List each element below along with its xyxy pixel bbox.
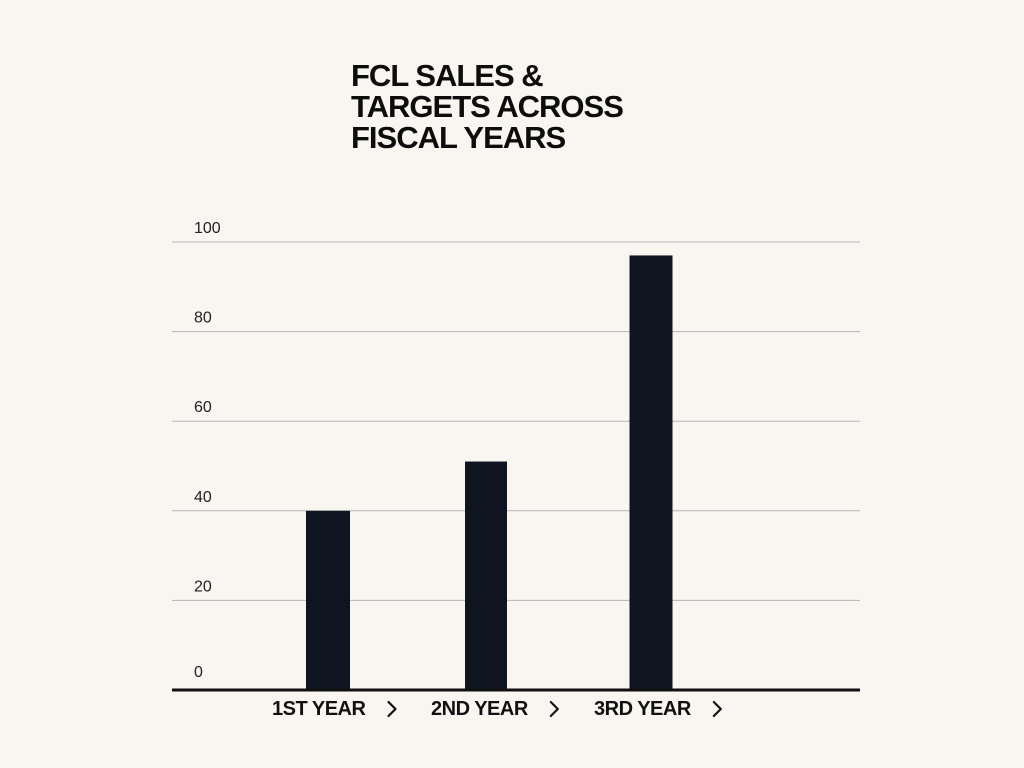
bars <box>306 255 673 690</box>
y-tick-label: 0 <box>194 664 203 681</box>
chart-title-line: FCL SALES & <box>351 58 544 93</box>
bar <box>306 510 350 690</box>
y-tick-labels: 0 20 40 60 80 100 <box>194 220 221 681</box>
y-tick-label: 40 <box>194 489 212 506</box>
chevron-right-icon <box>387 700 397 718</box>
chart-title-line: FISCAL YEARS <box>351 120 566 155</box>
y-tick-label: 80 <box>194 310 212 327</box>
y-tick-label: 20 <box>194 578 212 595</box>
x-tick-label: 1ST YEAR <box>272 698 366 720</box>
y-tick-label: 100 <box>194 220 221 237</box>
chart-title: FCL SALES & TARGETS ACROSS FISCAL YEARS <box>351 60 711 153</box>
chevron-right-icon <box>549 700 559 718</box>
x-tick-label: 3RD YEAR <box>594 698 692 720</box>
gridlines <box>172 241 860 601</box>
chevron-right-icon <box>712 700 722 718</box>
y-tick-label: 60 <box>194 399 212 416</box>
x-tick-labels: 1ST YEAR 2ND YEAR 3RD YEAR <box>272 698 722 720</box>
chart-title-line: TARGETS ACROSS <box>351 89 624 124</box>
x-tick-label: 2ND YEAR <box>431 698 529 720</box>
bar <box>465 461 507 690</box>
bar <box>629 255 673 690</box>
